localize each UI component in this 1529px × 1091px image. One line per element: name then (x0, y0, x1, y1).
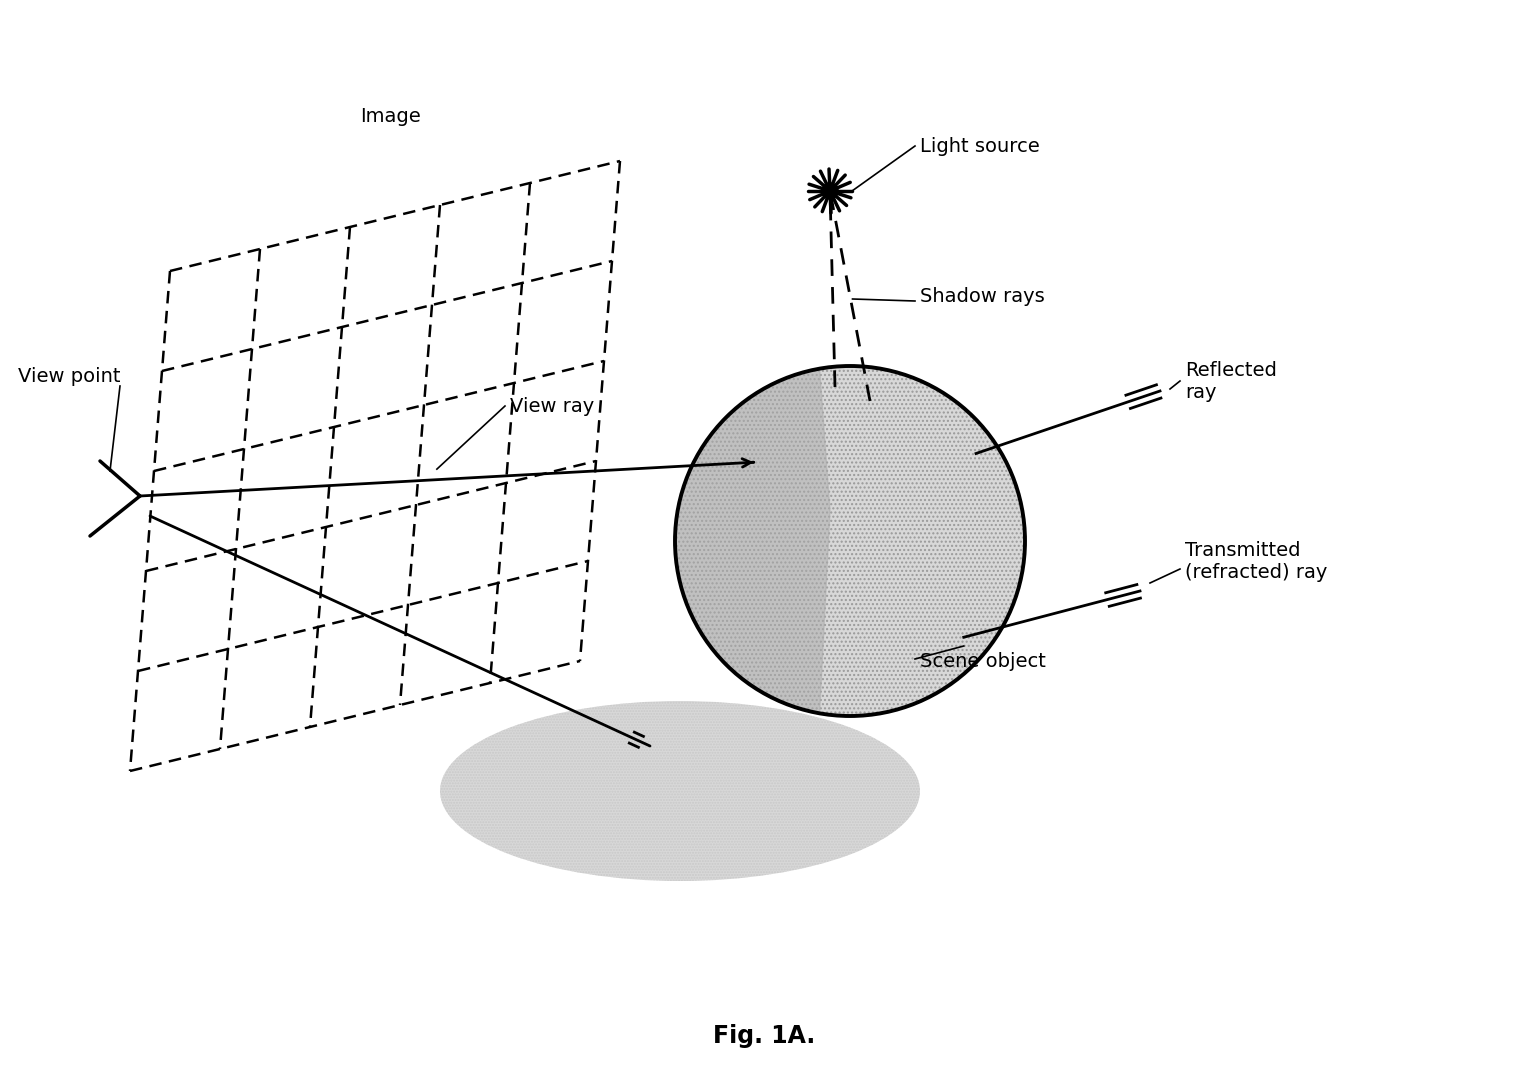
Text: Shadow rays: Shadow rays (920, 287, 1044, 305)
Text: Scene object: Scene object (920, 651, 1046, 671)
Text: View ray: View ray (511, 396, 595, 416)
Text: Image: Image (359, 107, 420, 125)
Text: Fig. 1A.: Fig. 1A. (713, 1024, 815, 1048)
Text: Transmitted
(refracted) ray: Transmitted (refracted) ray (1185, 540, 1327, 582)
Text: Reflected
ray: Reflected ray (1185, 360, 1277, 401)
Text: Light source: Light source (920, 136, 1040, 156)
Text: View point: View point (18, 367, 121, 385)
Polygon shape (674, 369, 830, 714)
Circle shape (821, 182, 839, 200)
Circle shape (674, 365, 1024, 716)
Ellipse shape (440, 702, 920, 882)
